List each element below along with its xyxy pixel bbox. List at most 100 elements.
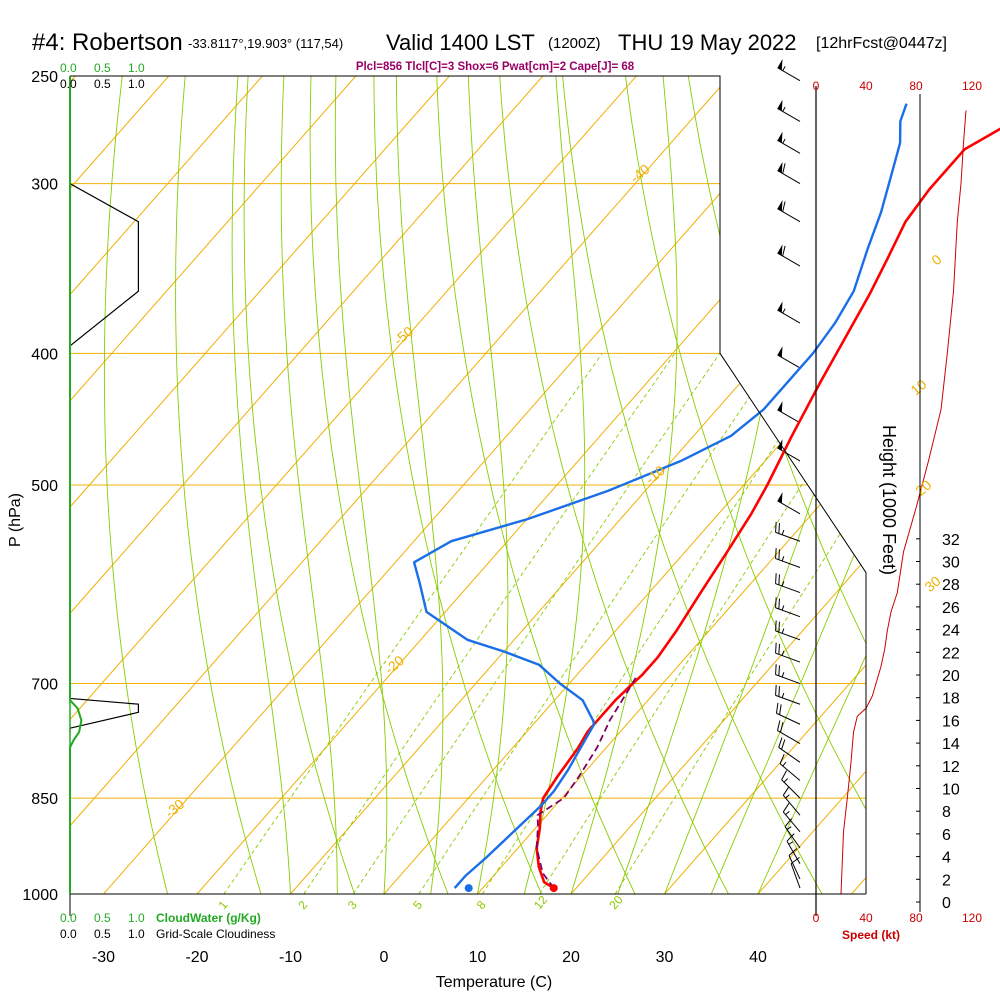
barb-staff	[777, 252, 801, 267]
moist-adiabat	[334, 76, 388, 894]
wind-barbs	[775, 59, 801, 889]
barb-flag	[778, 574, 780, 585]
mixing-ratio-line	[303, 353, 676, 894]
height-tick-label: 30	[942, 555, 960, 572]
barb-staff	[776, 712, 801, 725]
wind-barb	[779, 753, 801, 781]
temperature-tick-label: 20	[562, 949, 580, 966]
height-tick-label: 2	[942, 872, 951, 889]
height-tick-label: 6	[942, 827, 951, 844]
isotherm-line	[70, 76, 731, 827]
isotherm-line	[70, 76, 263, 296]
wind-barb	[775, 620, 801, 641]
barb-half	[781, 605, 785, 611]
height-tick-label: 32	[942, 532, 960, 549]
barb-half	[782, 66, 786, 71]
isotherm-label: 0	[928, 251, 944, 268]
barb-staff	[777, 107, 801, 122]
barb-half	[788, 841, 794, 845]
barb-staff	[790, 863, 801, 889]
cloud-scale-label: 1.0	[128, 911, 145, 925]
barb-flag	[778, 686, 780, 697]
height-tick-label: 24	[942, 623, 960, 640]
temperature-tick-label: -10	[279, 949, 302, 966]
barb-flag	[778, 643, 780, 655]
isotherm-label: -30	[162, 795, 188, 820]
mixing-ratio-label: 5	[410, 898, 425, 912]
isotherm-line	[70, 76, 544, 615]
moist-adiabat	[710, 524, 866, 894]
mixing-ratio-label: 8	[474, 898, 489, 912]
thermo-grid	[70, 76, 866, 894]
barb-half	[782, 308, 786, 314]
barb-flag	[782, 245, 786, 257]
cloud-scale-label: 0.0	[60, 911, 77, 925]
wind-barb	[781, 770, 801, 799]
dry-adiabat	[243, 76, 355, 894]
height-tick-label: 22	[942, 645, 960, 662]
dry-adiabat	[309, 76, 449, 894]
barb-staff	[777, 354, 801, 369]
barb-pennant	[777, 439, 783, 451]
pressure-tick-label: 1000	[22, 887, 58, 904]
cloud-scale-label: 1.0	[128, 927, 145, 941]
barb-staff	[775, 583, 801, 594]
barb-staff	[778, 747, 801, 763]
barb-pennant	[777, 401, 783, 413]
height-tick-label: 18	[942, 691, 960, 708]
barb-flag	[780, 722, 784, 733]
barb-pennant	[777, 200, 783, 212]
dry-adiabat	[103, 76, 168, 894]
dry-adiabat	[562, 76, 823, 894]
barb-flag	[775, 573, 777, 584]
barb-flag	[775, 642, 777, 654]
temperature-tick-label: 40	[749, 949, 767, 966]
wind-barb	[775, 702, 801, 725]
barb-half	[781, 529, 785, 535]
barb-pennant	[777, 59, 783, 71]
temperature-tick-label: -30	[92, 949, 115, 966]
barb-staff	[777, 730, 801, 745]
barb-flag	[778, 737, 783, 748]
wind-barb	[775, 548, 801, 568]
barb-half	[782, 761, 787, 767]
dewpoint-line	[412, 103, 908, 889]
cloudiness-label: Grid-Scale Cloudiness	[156, 927, 275, 941]
wind-barb	[777, 346, 801, 369]
speed-tick-label: 80	[909, 911, 923, 925]
height-tick-label: 4	[942, 850, 951, 867]
barb-flag	[782, 163, 786, 174]
mixing-ratio-line	[481, 353, 837, 894]
mixing-ratio-label: 1	[216, 898, 231, 912]
barb-staff	[779, 763, 801, 781]
temperature-tick-label: 30	[656, 949, 674, 966]
wind-barb	[777, 301, 801, 324]
height-tick-label: 16	[942, 713, 960, 730]
barb-staff	[775, 674, 801, 685]
barb-flag	[781, 770, 788, 780]
barb-pennant	[777, 492, 783, 504]
barb-pennant	[777, 131, 783, 143]
barb-staff	[775, 652, 801, 663]
mixing-ratio-label: 12	[531, 893, 551, 912]
pressure-tick-label: 400	[31, 346, 58, 363]
pressure-tick-label: 300	[31, 177, 58, 194]
mixing-ratio-line	[614, 492, 866, 894]
barb-flag	[775, 620, 777, 631]
wind-barb	[777, 161, 801, 185]
stability-indices: Plcl=856 Tlcl[C]=3 Shox=6 Pwat[cm]=2 Cap…	[356, 61, 635, 73]
height-tick-label: 26	[942, 600, 960, 617]
barb-staff	[777, 139, 801, 154]
isotherm-label: -40	[627, 160, 653, 185]
station-title: #4: Robertson	[32, 29, 183, 56]
wind-barb	[775, 573, 801, 594]
speed-tick-label: 120	[962, 911, 982, 925]
isotherm-line	[103, 76, 824, 894]
mixing-ratio-label: 3	[345, 898, 360, 912]
speed-tick-label: 0	[813, 79, 820, 93]
barb-staff	[782, 794, 801, 816]
moist-adiabat	[664, 325, 866, 894]
barb-flag	[779, 753, 785, 764]
barb-staff	[777, 208, 801, 223]
